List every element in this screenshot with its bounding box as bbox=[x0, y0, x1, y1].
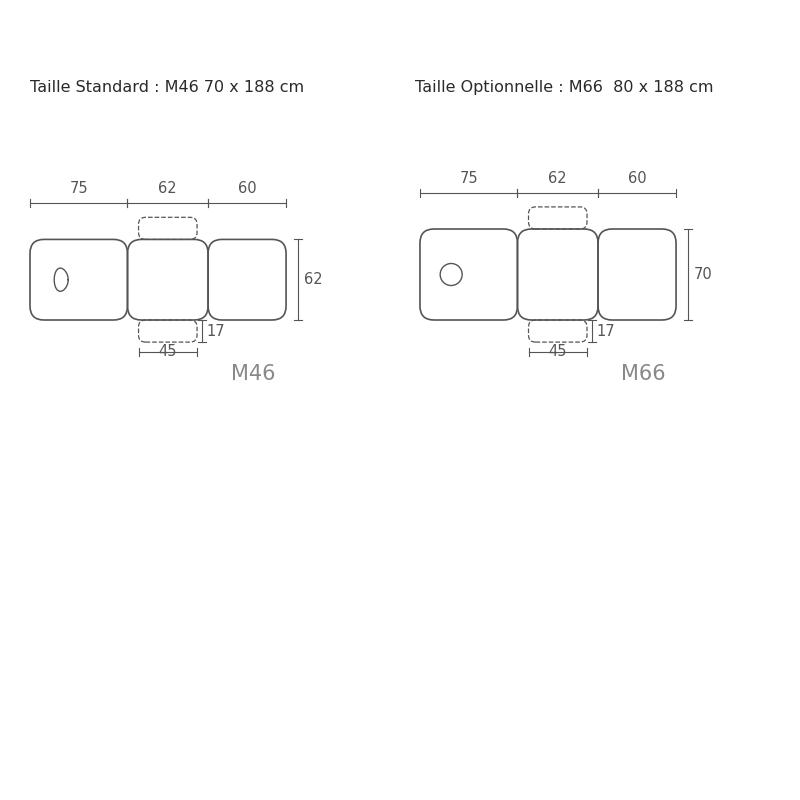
Text: 75: 75 bbox=[459, 171, 478, 186]
Text: 45: 45 bbox=[549, 344, 567, 359]
Text: 70: 70 bbox=[694, 267, 713, 282]
Text: 62: 62 bbox=[158, 182, 177, 196]
Text: 17: 17 bbox=[206, 323, 225, 338]
Text: 62: 62 bbox=[549, 171, 567, 186]
Text: 60: 60 bbox=[238, 182, 256, 196]
Text: M66: M66 bbox=[622, 364, 666, 384]
Text: 45: 45 bbox=[158, 344, 177, 359]
Text: Taille Optionnelle : M66  80 x 188 cm: Taille Optionnelle : M66 80 x 188 cm bbox=[415, 80, 714, 95]
Text: Taille Standard : M46 70 x 188 cm: Taille Standard : M46 70 x 188 cm bbox=[30, 80, 304, 95]
Text: 75: 75 bbox=[70, 182, 88, 196]
Text: M46: M46 bbox=[231, 364, 276, 384]
Text: 60: 60 bbox=[628, 171, 646, 186]
Text: 62: 62 bbox=[304, 272, 322, 287]
Text: 17: 17 bbox=[596, 323, 614, 338]
